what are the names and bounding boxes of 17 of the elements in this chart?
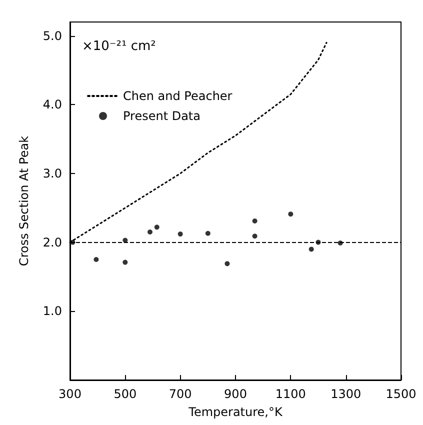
x-tick-label: 1100 bbox=[275, 387, 306, 401]
x-tick-label: 500 bbox=[114, 387, 137, 401]
y-tick-label: 5.0 bbox=[42, 28, 62, 43]
y-tick-label: 2.0 bbox=[42, 235, 62, 250]
y-tick-label: 1.0 bbox=[42, 304, 62, 318]
x-tick-label: 300 bbox=[58, 387, 82, 401]
y-axis-title: Cross Section At Peak bbox=[17, 136, 31, 266]
y-tick-label: 4.0 bbox=[42, 98, 62, 112]
legend-label: Chen and Peacher bbox=[123, 89, 232, 103]
y-tick-label: 3.0 bbox=[42, 166, 62, 180]
legend-label: Present Data bbox=[123, 109, 200, 123]
x-tick-label: 1300 bbox=[330, 387, 362, 401]
annotation: ×10⁻²¹ cm² bbox=[82, 39, 156, 54]
x-tick-label: 1500 bbox=[386, 387, 416, 401]
x-tick-label: 700 bbox=[168, 387, 192, 401]
x-axis-title: Temperature,°K bbox=[188, 405, 284, 419]
x-tick-label: 900 bbox=[224, 387, 247, 401]
